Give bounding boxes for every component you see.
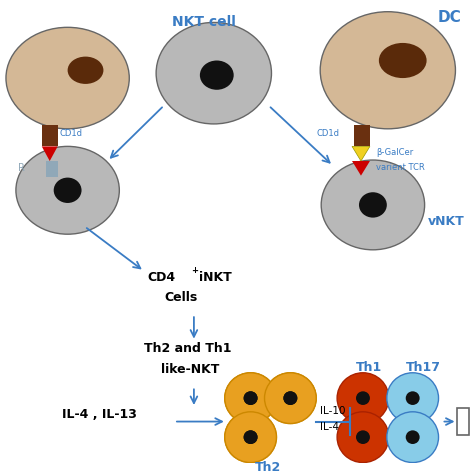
Circle shape [406,430,419,444]
Text: +: + [191,266,198,275]
Ellipse shape [68,56,103,84]
Circle shape [244,430,257,444]
Circle shape [283,392,297,405]
Circle shape [387,412,438,463]
Text: Th1: Th1 [356,361,382,374]
Text: Th2: Th2 [255,461,281,474]
FancyBboxPatch shape [457,408,469,435]
Text: varient TCR: varient TCR [376,163,425,172]
Text: Cells: Cells [164,291,197,304]
Circle shape [264,373,316,423]
Ellipse shape [320,12,456,129]
Polygon shape [352,146,370,161]
Circle shape [225,373,276,423]
Text: IL-10: IL-10 [320,406,346,416]
Text: DC: DC [438,10,461,25]
Circle shape [356,430,370,444]
Text: Th17: Th17 [406,361,441,374]
Circle shape [337,412,389,463]
Ellipse shape [16,146,119,234]
Text: Th2 and Th1: Th2 and Th1 [144,342,232,355]
Circle shape [406,392,419,405]
Ellipse shape [6,27,129,129]
Ellipse shape [200,61,234,90]
Circle shape [337,373,389,423]
Circle shape [244,430,257,444]
FancyBboxPatch shape [354,125,370,146]
Circle shape [225,412,276,463]
Ellipse shape [359,192,387,218]
Text: vNKT: vNKT [428,215,465,228]
Text: CD4: CD4 [147,271,175,284]
Polygon shape [352,161,370,176]
FancyBboxPatch shape [42,125,58,146]
Circle shape [356,392,370,405]
Ellipse shape [54,178,82,203]
Text: CD1d: CD1d [60,129,82,138]
Circle shape [387,373,438,423]
FancyBboxPatch shape [46,161,58,177]
Text: β-GalCer: β-GalCer [376,148,413,157]
Ellipse shape [321,160,425,250]
Circle shape [264,373,316,423]
Circle shape [225,412,276,463]
Polygon shape [42,146,58,161]
Circle shape [244,392,257,405]
Text: CD1d: CD1d [316,129,339,138]
Ellipse shape [156,22,272,124]
Text: NKT cell: NKT cell [172,15,236,28]
Circle shape [283,392,297,405]
Circle shape [244,392,257,405]
Ellipse shape [379,43,427,78]
Text: iNKT: iNKT [199,271,232,284]
Circle shape [225,373,276,423]
Text: IL-4: IL-4 [320,421,339,431]
Text: IL-4 , IL-13: IL-4 , IL-13 [62,408,137,421]
Text: R: R [18,163,25,173]
Text: like-NKT: like-NKT [161,363,219,376]
